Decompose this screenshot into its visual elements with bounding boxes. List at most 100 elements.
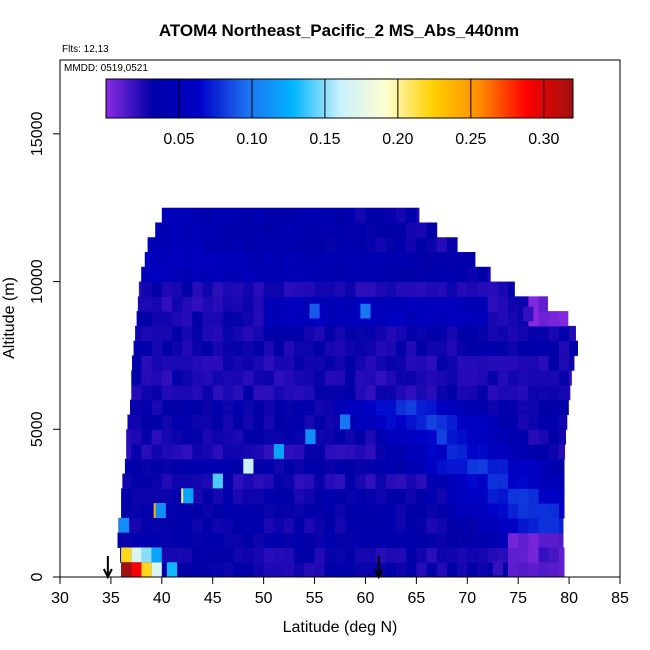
heatmap-cell	[375, 517, 387, 534]
heatmap-cell	[355, 207, 366, 223]
heatmap-cell	[126, 429, 132, 445]
x-tick-label: 80	[560, 590, 578, 607]
heatmap-cell	[355, 473, 366, 489]
heatmap-cell	[365, 355, 377, 371]
heatmap-cell	[457, 444, 468, 460]
heatmap-cell	[263, 370, 275, 386]
heatmap-cell	[396, 355, 407, 371]
heatmap-cell	[161, 311, 173, 327]
heatmap-cell	[212, 503, 224, 519]
heatmap-cell	[548, 414, 560, 430]
heatmap-cell	[558, 444, 566, 460]
heatmap-cell	[314, 237, 326, 253]
heatmap-cell	[416, 296, 428, 312]
heatmap-cell	[508, 370, 519, 386]
colorbar-ticks: 0.05 0.10 0.15 0.20 0.25 0.30	[163, 79, 559, 148]
heatmap-cell	[304, 517, 316, 534]
heatmap-cell	[334, 252, 346, 268]
heatmap-cell	[548, 517, 560, 534]
heatmap-cell	[253, 325, 265, 342]
heatmap-cell	[212, 340, 224, 356]
heatmap-cell	[457, 562, 468, 578]
heatmap-cell	[263, 355, 275, 371]
heatmap-cell	[233, 444, 244, 460]
heatmap-cell	[477, 517, 489, 534]
heatmap-cell	[345, 517, 356, 534]
heatmap-cell	[263, 473, 275, 489]
heatmap-cell	[548, 444, 560, 460]
heatmap-cell	[416, 340, 428, 356]
heatmap-cell	[558, 547, 565, 563]
heatmap-cell	[457, 311, 468, 327]
heatmap-cell	[334, 296, 346, 312]
heatmap-cell	[406, 266, 417, 283]
heatmap-cell	[263, 562, 275, 578]
heatmap-cell	[365, 296, 377, 312]
heatmap-cell	[558, 370, 570, 386]
heatmap-cell	[426, 488, 438, 504]
heatmap-cell	[161, 473, 173, 489]
heatmap-cell	[243, 325, 254, 342]
heatmap-cell	[528, 444, 540, 460]
heatmap-cell	[263, 399, 275, 416]
heatmap-cell	[446, 370, 458, 386]
heatmap-cell	[182, 325, 193, 342]
heatmap-cell	[222, 488, 234, 504]
heatmap-cell	[375, 532, 387, 548]
heatmap-cell	[233, 532, 244, 548]
heatmap-cell	[182, 547, 193, 563]
heatmap-cell	[304, 370, 316, 386]
heatmap-cell	[548, 562, 560, 578]
heatmap-cell	[182, 296, 193, 312]
heatmap-cell	[243, 296, 254, 312]
heatmap-cell	[172, 355, 183, 371]
heatmap-cell	[324, 340, 336, 356]
heatmap-cell	[202, 370, 214, 386]
heatmap-cell	[365, 340, 377, 356]
heatmap-cell	[192, 532, 204, 548]
heatmap-cell	[548, 532, 560, 548]
heatmap-cell	[477, 444, 489, 460]
heatmap-cell	[538, 429, 550, 445]
heatmap-cell	[396, 222, 407, 238]
heatmap-cell	[487, 266, 491, 283]
heatmap-cell	[192, 503, 204, 519]
heatmap-cell	[294, 547, 305, 563]
heatmap-cell	[558, 458, 565, 475]
heatmap-cell	[161, 252, 173, 268]
heatmap-cell	[457, 517, 468, 534]
heatmap-cell	[294, 281, 305, 297]
heatmap-cell	[365, 532, 377, 548]
heatmap-cell	[355, 325, 366, 342]
heatmap-cell	[192, 252, 204, 268]
heatmap-highlight-cell	[121, 562, 132, 577]
chart-title: ATOM4 Northeast_Pacific_2 MS_Abs_440nm	[159, 21, 519, 40]
heatmap-cell	[147, 237, 153, 253]
heatmap-cell	[467, 444, 478, 460]
heatmap-cell	[284, 488, 295, 504]
heatmap-cell	[375, 325, 387, 342]
heatmap-cell	[314, 207, 326, 223]
heatmap-cell	[243, 503, 254, 519]
heatmap-cell	[294, 222, 305, 238]
heatmap-cell	[273, 399, 285, 416]
heatmap-cell	[345, 384, 356, 401]
y-tick-label: 0	[29, 572, 46, 581]
heatmap-cell	[528, 355, 540, 371]
heatmap-cell	[192, 296, 204, 312]
heatmap-cell	[538, 399, 550, 416]
heatmap-cell	[355, 340, 366, 356]
heatmap-cell	[121, 532, 132, 548]
heatmap-cell	[426, 503, 438, 519]
heatmap-cell	[467, 311, 478, 327]
heatmap-highlight-cell	[131, 547, 142, 563]
heatmap-cell	[406, 458, 417, 475]
heatmap-cell	[477, 281, 489, 297]
heatmap-cell	[192, 370, 204, 386]
heatmap-cell	[161, 384, 173, 401]
heatmap-highlight-cell	[273, 444, 284, 459]
heatmap-cell	[263, 311, 275, 327]
heatmap-cell	[202, 517, 214, 534]
heatmap-cell	[233, 473, 244, 489]
heatmap-cell	[314, 296, 326, 312]
